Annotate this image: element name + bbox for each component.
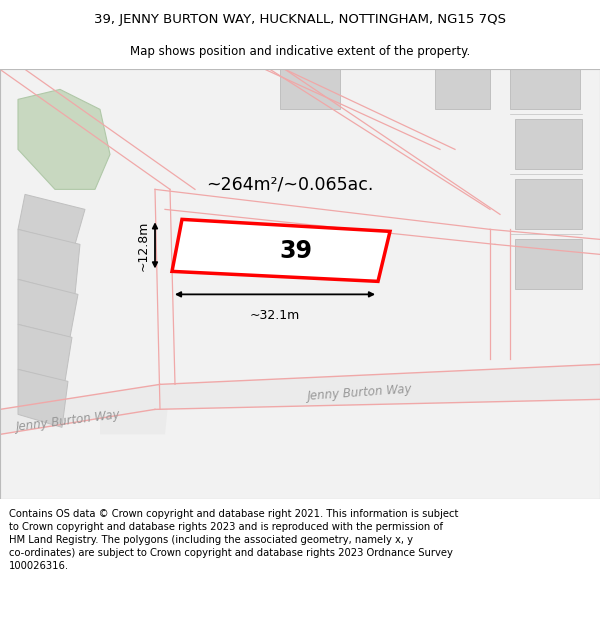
Polygon shape (510, 69, 580, 109)
Text: 39, JENNY BURTON WAY, HUCKNALL, NOTTINGHAM, NG15 7QS: 39, JENNY BURTON WAY, HUCKNALL, NOTTINGH… (94, 13, 506, 26)
Text: Map shows position and indicative extent of the property.: Map shows position and indicative extent… (130, 45, 470, 58)
Polygon shape (515, 179, 582, 229)
Polygon shape (172, 219, 390, 281)
Polygon shape (18, 194, 85, 244)
Polygon shape (18, 229, 80, 294)
Text: Contains OS data © Crown copyright and database right 2021. This information is : Contains OS data © Crown copyright and d… (9, 509, 458, 571)
Polygon shape (515, 239, 582, 289)
Polygon shape (18, 369, 68, 428)
Text: ~32.1m: ~32.1m (250, 309, 300, 322)
Polygon shape (280, 69, 340, 109)
Text: ~12.8m: ~12.8m (137, 220, 150, 271)
Text: Jenny Burton Way: Jenny Burton Way (15, 409, 121, 434)
Polygon shape (515, 119, 582, 169)
Polygon shape (435, 69, 490, 109)
Polygon shape (18, 89, 110, 189)
Text: Jenny Burton Way: Jenny Burton Way (307, 382, 413, 402)
Polygon shape (0, 384, 160, 434)
Polygon shape (100, 384, 170, 434)
Polygon shape (155, 364, 600, 409)
Text: ~264m²/~0.065ac.: ~264m²/~0.065ac. (206, 176, 374, 193)
Text: 39: 39 (279, 239, 312, 263)
Polygon shape (18, 279, 78, 338)
Polygon shape (18, 324, 72, 381)
